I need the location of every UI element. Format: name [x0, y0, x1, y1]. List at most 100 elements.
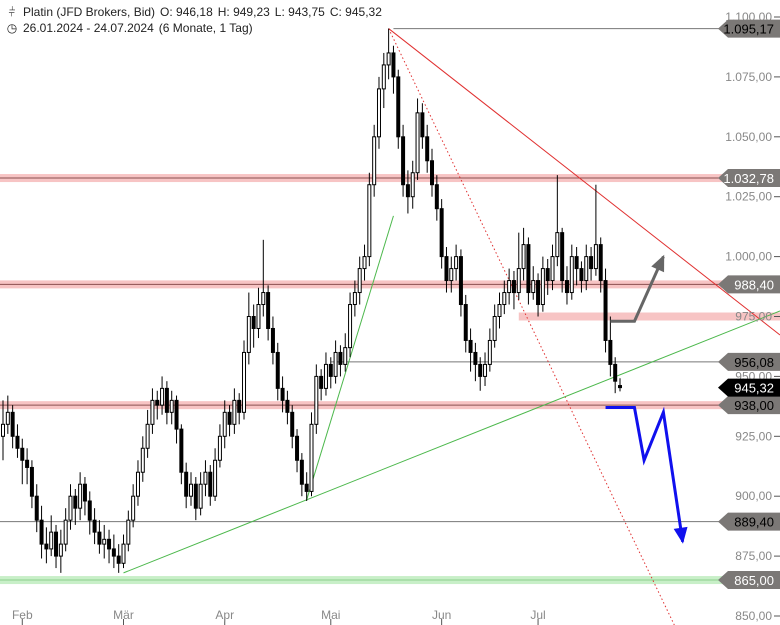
current-price-tag — [718, 378, 780, 397]
chart-header: ⫩ Platin (JFD Brokers, Bid) O: 946,18 H: 94… — [6, 4, 387, 36]
candle-down — [237, 399, 242, 413]
candle-down — [545, 268, 550, 282]
candle-down — [603, 280, 608, 341]
price-tag — [718, 19, 780, 38]
open-value: O: 946,18 — [160, 5, 213, 19]
current-price-tag-label: 945,32 — [734, 381, 774, 396]
price-tag-label: 1.032,78 — [723, 171, 774, 186]
candle-up — [348, 304, 353, 349]
candle-down — [526, 244, 531, 294]
candle-up — [256, 304, 261, 329]
candle-up — [203, 471, 208, 485]
candle-down — [275, 351, 280, 389]
candle-up — [232, 399, 237, 425]
candle-down — [251, 316, 256, 329]
y-tick-label: 850,00 — [735, 609, 772, 623]
price-tag — [718, 352, 780, 371]
y-tick-label: 1.000,00 — [725, 250, 772, 264]
candle-down — [39, 519, 44, 545]
candle-up — [593, 244, 598, 270]
candle-up — [246, 316, 251, 353]
candle-down — [193, 483, 198, 509]
candle-down — [425, 136, 430, 162]
date-range: 26.01.2024 - 24.07.2024 — [23, 21, 154, 35]
candle-down — [82, 483, 87, 502]
instrument-line: ⫩ Platin (JFD Brokers, Bid) O: 946,18 H: 94… — [6, 4, 387, 20]
candle-up — [540, 268, 545, 306]
y-tick-label: 1.050,00 — [725, 130, 772, 144]
y-tick-label: 875,00 — [735, 549, 772, 563]
x-tick-label: Mär — [113, 608, 134, 622]
candle-up — [516, 268, 521, 294]
candle-down — [608, 339, 613, 365]
candle-down — [87, 500, 92, 521]
candle-up — [531, 280, 536, 294]
candle-down — [44, 543, 49, 550]
candle-down — [401, 136, 406, 186]
candle-down — [304, 483, 309, 492]
candle-down — [444, 256, 449, 282]
candle-up — [502, 292, 507, 306]
candle-up — [188, 483, 193, 497]
candle-down — [280, 387, 285, 401]
candle-down — [420, 112, 425, 138]
candle-down — [111, 548, 116, 557]
candle-up — [386, 52, 391, 66]
resistance-band — [518, 312, 780, 321]
low-value: L: 943,75 — [274, 5, 325, 19]
candle-down — [405, 184, 410, 198]
candle-up — [569, 256, 574, 294]
candle-down — [179, 428, 184, 473]
candle-down — [174, 399, 179, 430]
candle-down — [391, 52, 396, 78]
y-tick-label: 900,00 — [735, 489, 772, 503]
candle-up — [58, 543, 63, 557]
candle-up — [497, 304, 502, 317]
price-tag-label: 865,00 — [734, 573, 774, 588]
x-tick-label: Mai — [321, 608, 340, 622]
candle-down — [511, 280, 516, 294]
green-trendline — [306, 310, 780, 501]
candle-up — [140, 447, 145, 473]
candle-up — [584, 256, 589, 282]
candle-up — [309, 423, 314, 492]
arrow-up-icon — [610, 255, 665, 323]
range-line: ◷ 26.01.2024 - 24.07.2024 (6 Monate, 1 Tag… — [6, 20, 387, 36]
close-value: C: 945,32 — [329, 5, 382, 19]
candle-down — [184, 471, 189, 497]
candle-up — [150, 399, 155, 425]
candle-down — [29, 466, 34, 497]
candle-up — [242, 351, 247, 413]
candle-down — [618, 385, 622, 389]
candle-down — [164, 387, 169, 413]
period: (6 Monate, 1 Tag) — [158, 21, 253, 35]
candle-up — [372, 136, 377, 186]
y-tick-label: 975,00 — [735, 310, 772, 324]
candle-up — [145, 423, 150, 449]
candle-up — [261, 292, 266, 306]
candle-down — [295, 435, 300, 461]
candle-up — [68, 495, 73, 521]
candle-up — [357, 268, 362, 294]
candle-down — [560, 232, 565, 282]
candle-up — [1, 423, 5, 437]
high-value: H: 949,23 — [217, 5, 270, 19]
price-tag-label: 1.095,17 — [723, 22, 774, 37]
green-trendline — [306, 215, 394, 500]
candle-down — [285, 399, 290, 413]
candle-down — [107, 538, 112, 550]
candle-down — [20, 447, 25, 461]
candle-down — [34, 495, 39, 521]
x-tick-label: Jun — [432, 608, 451, 622]
candle-up — [160, 387, 165, 406]
price-tag-label: 889,40 — [734, 515, 774, 530]
candle-down — [458, 256, 463, 306]
candle-up — [169, 399, 174, 413]
candle-down — [439, 208, 444, 258]
candle-up — [415, 112, 420, 174]
candle-up — [352, 292, 357, 306]
candle-down — [10, 411, 15, 437]
price-tag — [718, 275, 780, 294]
candle-down — [613, 363, 618, 382]
